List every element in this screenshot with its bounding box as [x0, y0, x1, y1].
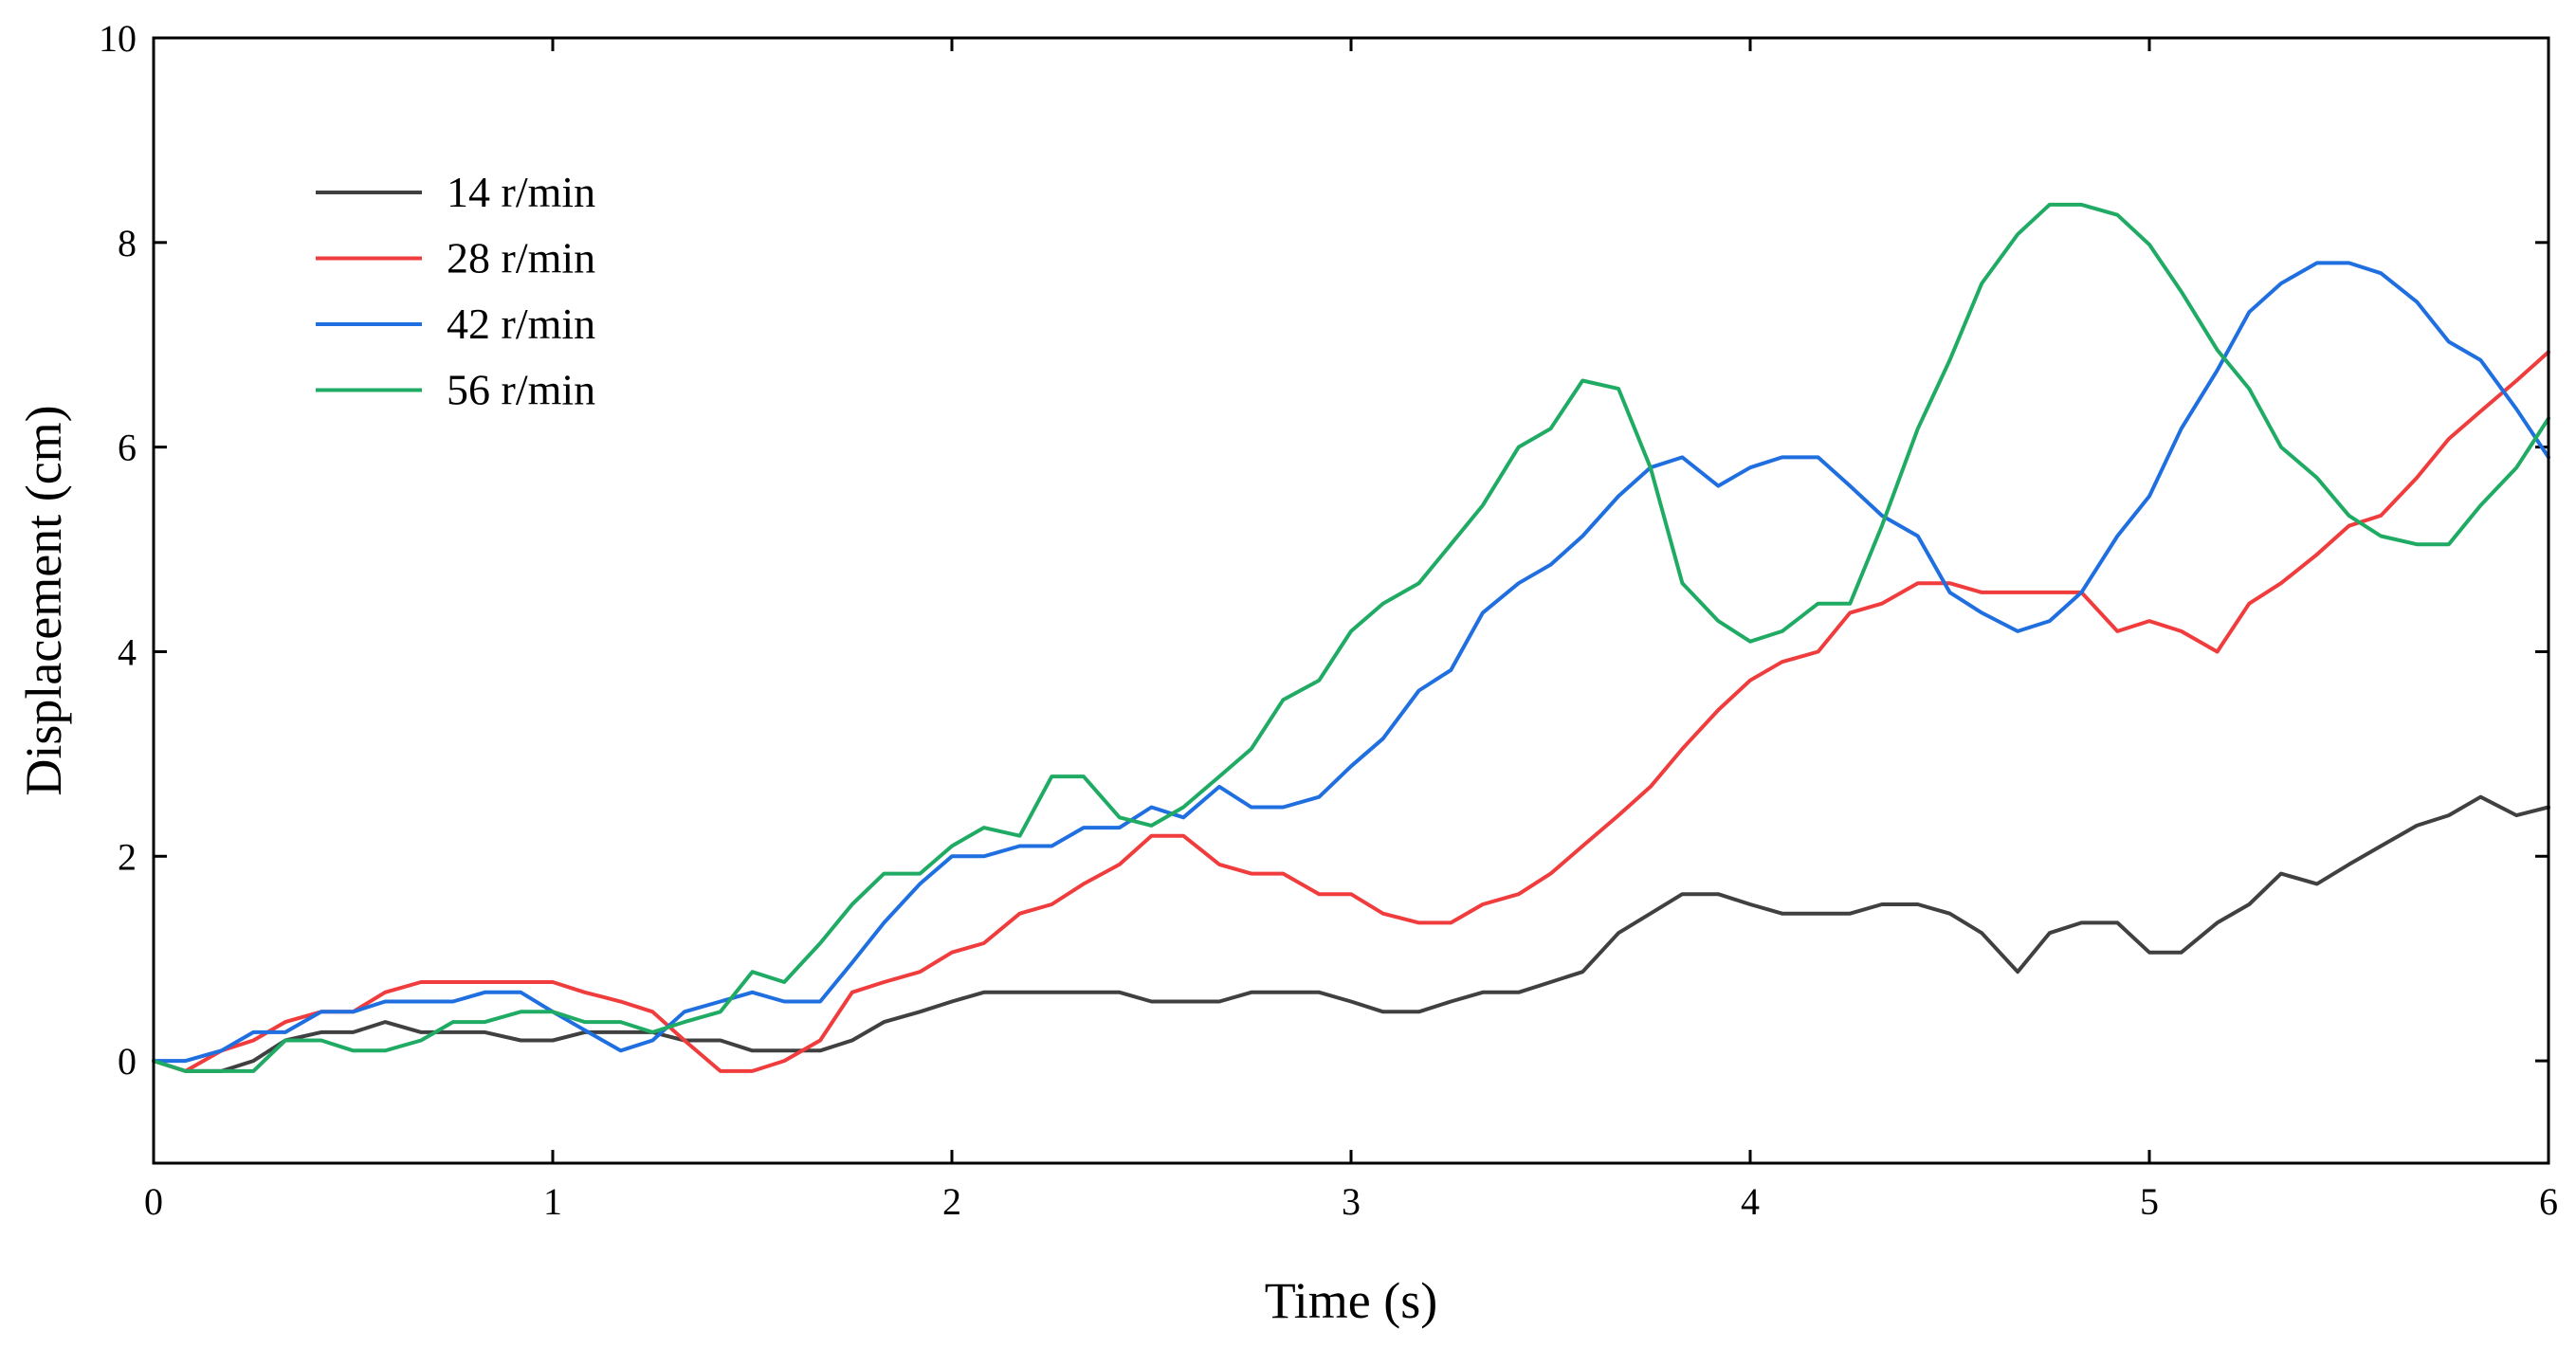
- x-tick-label: 5: [2140, 1180, 2159, 1223]
- y-tick-label: 6: [118, 427, 137, 469]
- y-axis-title: Displacement (cm): [15, 405, 72, 795]
- x-tick-label: 1: [543, 1180, 562, 1223]
- series-line-56-r-min: [152, 202, 2550, 1073]
- y-tick-label: 2: [118, 835, 137, 878]
- x-tick-label: 6: [2539, 1180, 2558, 1223]
- plot-frame: [152, 36, 2550, 1165]
- legend-label-28-r-min: 28 r/min: [447, 234, 595, 282]
- chart-series: [152, 202, 2550, 1073]
- series-line-14-r-min: [152, 794, 2550, 1073]
- legend: 14 r/min 28 r/min 42 r/min 56 r/min: [316, 168, 595, 414]
- series-line-28-r-min: [152, 350, 2550, 1073]
- legend-label-56-r-min: 56 r/min: [447, 366, 595, 414]
- x-tick-label: 3: [1342, 1180, 1361, 1223]
- x-tick-label: 2: [942, 1180, 961, 1223]
- legend-label-42-r-min: 42 r/min: [447, 300, 595, 348]
- x-tick-label: 0: [144, 1180, 163, 1223]
- x-axis-title: Time (s): [1265, 1272, 1438, 1329]
- y-tick-label: 0: [118, 1040, 137, 1083]
- y-tick-label: 10: [99, 17, 137, 60]
- legend-label-14-r-min: 14 r/min: [447, 168, 595, 216]
- x-tick-label: 4: [1741, 1180, 1760, 1223]
- y-tick-label: 4: [118, 630, 137, 673]
- y-tick-label: 8: [118, 222, 137, 264]
